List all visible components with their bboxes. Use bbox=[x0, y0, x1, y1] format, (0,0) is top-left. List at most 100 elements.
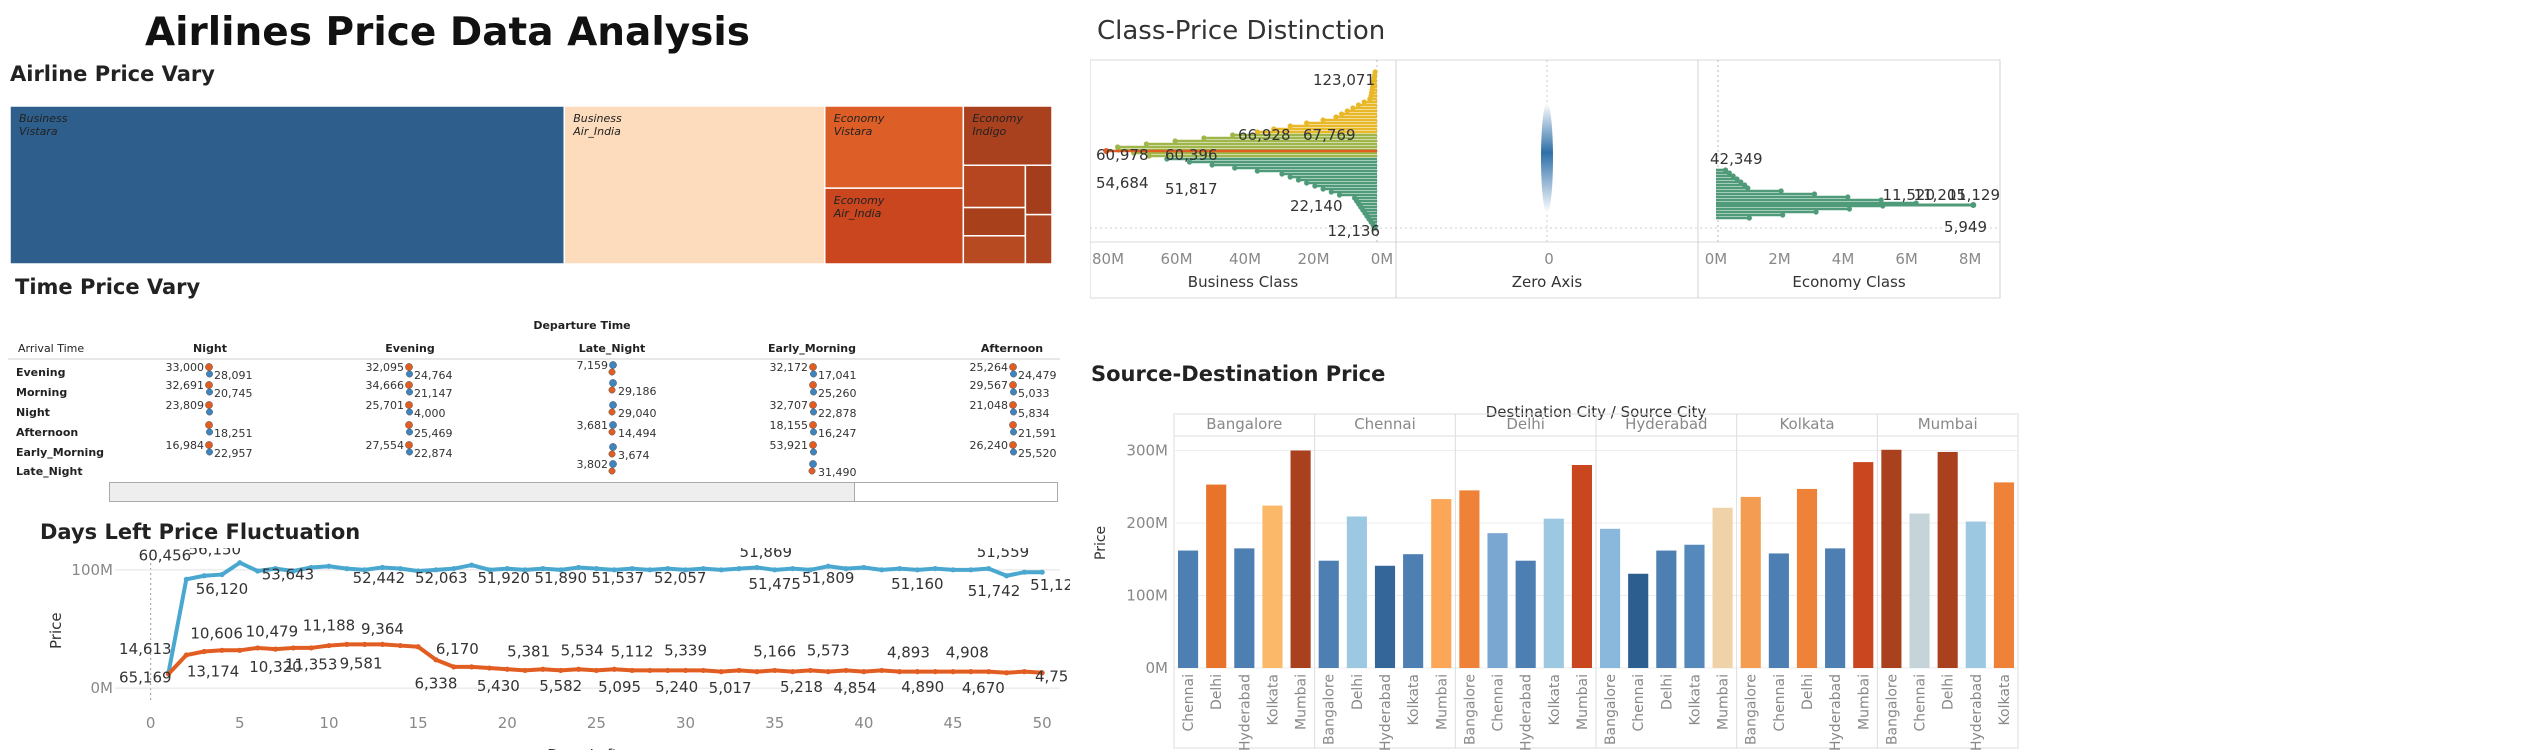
price-dot bbox=[1010, 408, 1017, 416]
price-dot bbox=[206, 370, 213, 378]
data-label: 5,430 bbox=[477, 677, 520, 695]
series-point bbox=[968, 567, 974, 573]
price-dot bbox=[609, 401, 617, 409]
bar-category-label: Hyderabad bbox=[1519, 674, 1535, 750]
series-point bbox=[879, 567, 885, 573]
series-point bbox=[968, 669, 974, 675]
business-density-point bbox=[1143, 141, 1149, 147]
price-bar bbox=[1825, 548, 1846, 668]
business-density-point bbox=[1271, 126, 1277, 132]
price-label: 18,155 bbox=[770, 419, 809, 432]
series-point bbox=[611, 666, 617, 672]
series-point bbox=[593, 667, 600, 674]
business-label: 12,136 bbox=[1328, 222, 1381, 240]
price-label: 32,095 bbox=[366, 361, 405, 374]
series-point bbox=[861, 564, 867, 571]
y-tick-label: 200M bbox=[1126, 514, 1168, 532]
data-label: 10,606 bbox=[190, 625, 243, 643]
price-dot bbox=[1010, 370, 1017, 378]
x-tick-label: 25 bbox=[587, 714, 606, 732]
price-label: 20,745 bbox=[214, 387, 253, 400]
horizontal-scrollbar-thumb[interactable] bbox=[109, 482, 856, 502]
data-label: 51,920 bbox=[477, 569, 530, 587]
treemap-label: Indigo bbox=[972, 125, 1006, 138]
series-point bbox=[219, 647, 225, 653]
series-point bbox=[986, 669, 992, 675]
series-point bbox=[807, 567, 813, 573]
price-bar bbox=[1318, 560, 1339, 668]
price-label: 25,264 bbox=[970, 361, 1009, 374]
data-label: 4,890 bbox=[901, 678, 944, 696]
series-point bbox=[397, 566, 403, 572]
business-label: 67,769 bbox=[1303, 126, 1356, 144]
treemap-tile bbox=[1024, 213, 1052, 264]
price-dot bbox=[608, 467, 616, 475]
data-label: 52,057 bbox=[654, 569, 707, 587]
bar-category-label: Chennai bbox=[1772, 674, 1788, 731]
bar-category-label: Kolkata bbox=[1547, 674, 1563, 725]
tick-label: 0M bbox=[1371, 250, 1394, 268]
series-point bbox=[504, 666, 510, 672]
bar-category-label: Bangalore bbox=[1884, 674, 1900, 745]
series-point bbox=[861, 669, 867, 675]
economy-label: 11,205 bbox=[1914, 186, 1967, 204]
business-density-point bbox=[1201, 135, 1207, 141]
treemap-tile bbox=[962, 206, 1027, 237]
data-label: 51,125 bbox=[1030, 576, 1070, 594]
business-density-point bbox=[1295, 177, 1302, 183]
data-label: 9,581 bbox=[340, 654, 383, 672]
series-point bbox=[219, 571, 225, 578]
price-bar bbox=[1768, 553, 1789, 668]
series-point bbox=[986, 566, 992, 572]
data-label: 5,582 bbox=[539, 677, 582, 695]
time-price-title: Time Price Vary bbox=[15, 275, 201, 299]
price-dot bbox=[406, 408, 413, 416]
data-label: 51,559 bbox=[977, 548, 1030, 561]
price-dot bbox=[1009, 441, 1017, 449]
bar-category-label: Bangalore bbox=[1603, 674, 1619, 745]
series-point bbox=[486, 567, 493, 573]
price-dot bbox=[1010, 428, 1017, 436]
price-dot bbox=[405, 441, 413, 449]
data-label: 52,063 bbox=[415, 569, 468, 587]
treemap-tile bbox=[962, 235, 1027, 264]
price-dot bbox=[608, 408, 616, 416]
tick-label: 20M bbox=[1297, 250, 1329, 268]
price-dot bbox=[809, 401, 817, 409]
business-density-point bbox=[1355, 102, 1362, 108]
price-dot bbox=[206, 388, 213, 396]
bar-category-label: Delhi bbox=[1659, 674, 1675, 710]
business-label: 22,140 bbox=[1290, 197, 1343, 215]
business-density-point bbox=[1279, 171, 1285, 177]
bar-category-label: Delhi bbox=[1800, 674, 1816, 710]
price-dot bbox=[810, 408, 817, 416]
data-label: 5,573 bbox=[807, 641, 850, 659]
price-label: 25,520 bbox=[1018, 447, 1057, 460]
business-density-point bbox=[1287, 174, 1293, 180]
series-point bbox=[611, 567, 617, 573]
days-left-title: Days Left Price Fluctuation bbox=[40, 520, 361, 544]
price-dot bbox=[808, 467, 816, 475]
bar-category-label: Hyderabad bbox=[1378, 674, 1394, 750]
bar-category-label: Chennai bbox=[1181, 674, 1197, 731]
data-label: 51,742 bbox=[968, 582, 1021, 600]
business-density-point bbox=[1146, 153, 1152, 159]
data-label: 5,534 bbox=[561, 641, 604, 659]
tick-label: 60M bbox=[1160, 250, 1192, 268]
horizontal-scrollbar-track[interactable] bbox=[854, 482, 1058, 502]
series-line bbox=[167, 642, 1043, 676]
economy-density-point bbox=[1738, 179, 1744, 185]
price-bar bbox=[1290, 450, 1311, 668]
treemap-tile bbox=[1024, 164, 1052, 216]
price-bar bbox=[1234, 548, 1255, 668]
treemap-label: Vistara bbox=[834, 125, 873, 138]
price-bar bbox=[1543, 518, 1564, 668]
series-point bbox=[789, 669, 796, 675]
treemap-tile bbox=[10, 106, 566, 264]
price-dot bbox=[608, 368, 616, 376]
series-point bbox=[540, 566, 546, 572]
series-point bbox=[237, 647, 243, 653]
bar-category-label: Hyderabad bbox=[1969, 674, 1985, 750]
economy-peak-point bbox=[1970, 202, 1977, 208]
business-density-point bbox=[1320, 117, 1326, 123]
